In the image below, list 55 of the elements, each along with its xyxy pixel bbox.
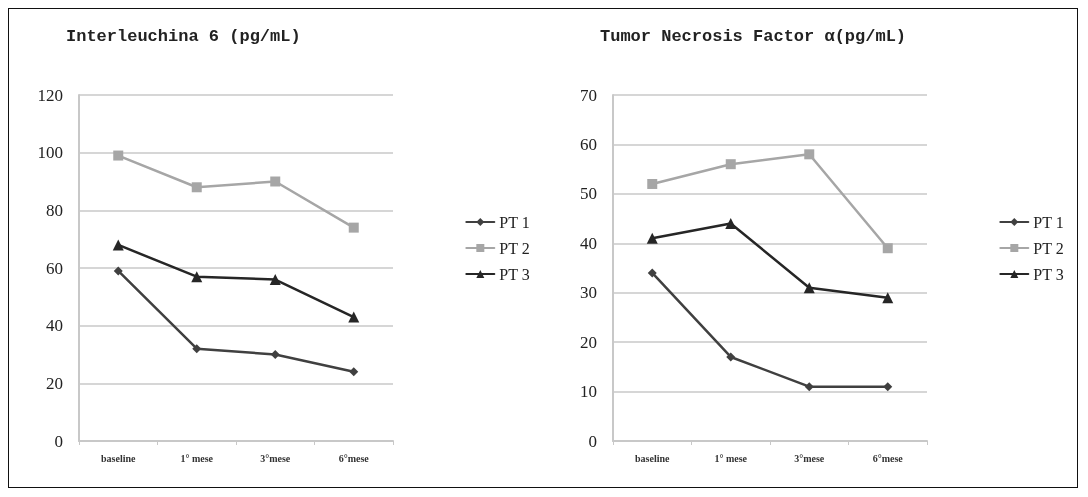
point: [647, 268, 657, 278]
x-tick-label: 6°mese: [338, 452, 370, 464]
y-tick-label: 70: [580, 85, 597, 105]
chart-title: Interleuchina 6 (pg/mL): [66, 27, 301, 46]
y-tick-label: 10: [580, 382, 597, 402]
x-tick-label: 1° mese: [180, 452, 214, 464]
x-tick-label: 3°mese: [794, 452, 825, 464]
point: [348, 222, 359, 233]
y-tick-label: 60: [46, 258, 63, 278]
y-tick-label: 50: [580, 184, 597, 204]
x-tick-label: baseline: [101, 452, 137, 464]
point: [113, 150, 124, 161]
point: [803, 282, 815, 294]
point: [882, 292, 894, 304]
y-tick-label: 60: [580, 134, 597, 154]
legend-label: PT 1: [1033, 213, 1064, 231]
point: [191, 271, 203, 283]
point: [647, 178, 658, 189]
point: [726, 352, 736, 362]
x-tick-label: 3°mese: [260, 452, 291, 464]
y-tick-label: 100: [37, 143, 63, 163]
point: [270, 350, 280, 359]
x-tick-label: 6°mese: [872, 452, 904, 464]
point: [270, 176, 281, 187]
point: [191, 182, 202, 193]
x-tick-label: 1° mese: [714, 452, 748, 464]
point: [113, 266, 123, 276]
y-tick-label: 20: [46, 373, 63, 393]
point: [269, 274, 281, 286]
point: [646, 232, 658, 244]
x-tick-label: baseline: [635, 452, 671, 464]
point: [804, 149, 815, 160]
y-tick-label: 120: [37, 85, 63, 105]
legend-label: PT 2: [499, 239, 530, 257]
point: [348, 311, 360, 323]
legend-label: PT 2: [1033, 239, 1064, 257]
y-tick-label: 30: [580, 283, 597, 303]
y-tick-label: 40: [580, 233, 597, 253]
legend-label: PT 3: [1033, 265, 1064, 283]
point: [883, 382, 893, 392]
point: [112, 239, 124, 251]
point: [882, 243, 893, 254]
point: [725, 159, 736, 170]
y-tick-label: 40: [46, 316, 63, 336]
legend-label: PT 3: [499, 265, 530, 283]
legend-label: PT 1: [499, 213, 530, 231]
y-tick-label: 80: [46, 200, 63, 220]
point: [192, 344, 202, 354]
y-tick-label: 0: [588, 431, 597, 451]
chart-title: Tumor Necrosis Factor α(pg/mL): [600, 27, 907, 46]
y-tick-label: 0: [54, 431, 63, 451]
point: [725, 218, 737, 230]
point: [349, 367, 359, 377]
y-tick-label: 20: [580, 332, 597, 352]
point: [804, 382, 814, 392]
